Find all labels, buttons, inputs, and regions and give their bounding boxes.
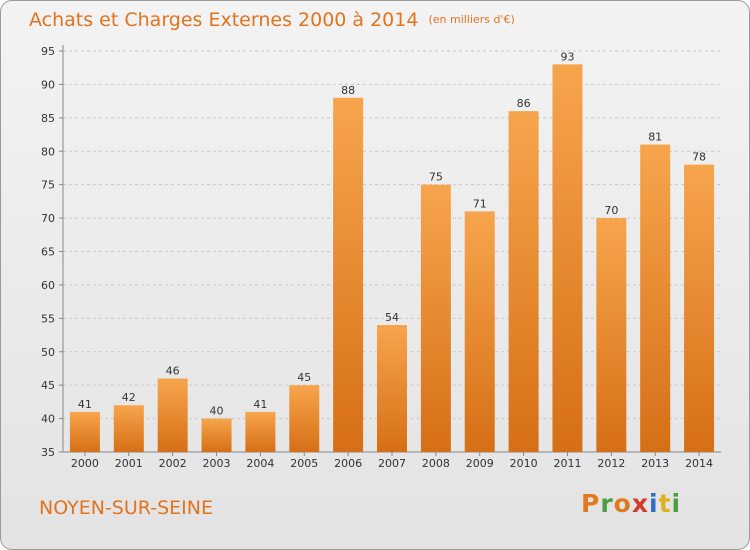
- bar-value-label: 93: [560, 50, 574, 63]
- bar: [684, 164, 715, 452]
- bar: [420, 184, 451, 452]
- logo-letter: r: [600, 489, 614, 518]
- bar: [289, 385, 320, 452]
- x-tick-label: 2013: [641, 457, 669, 470]
- bar: [464, 211, 495, 452]
- bar-value-label: 42: [122, 391, 136, 404]
- y-tick-label: 70: [41, 212, 55, 225]
- bar-value-label: 41: [253, 398, 267, 411]
- bar: [201, 418, 232, 452]
- y-tick-label: 95: [41, 45, 55, 58]
- bar: [333, 97, 364, 453]
- bar: [377, 325, 407, 452]
- x-tick-label: 2012: [597, 457, 625, 470]
- bar: [596, 218, 627, 452]
- x-tick-label: 2008: [422, 457, 450, 470]
- logo-letter: x: [631, 489, 649, 518]
- bar-value-label: 81: [648, 131, 662, 144]
- y-tick-label: 80: [41, 145, 55, 158]
- y-tick-label: 55: [41, 312, 55, 325]
- bar-value-label: 88: [341, 84, 355, 97]
- bar: [552, 64, 583, 452]
- y-tick-label: 75: [41, 179, 55, 192]
- bar-value-label: 75: [429, 171, 443, 184]
- bar-value-label: 70: [604, 204, 618, 217]
- logo-letter: o: [613, 489, 632, 518]
- y-tick-label: 50: [41, 346, 55, 359]
- title-unit: (en milliers d'€): [428, 13, 515, 26]
- bar: [69, 411, 100, 452]
- logo-letter: i: [649, 489, 659, 518]
- y-tick-label: 40: [41, 413, 55, 426]
- x-tick-label: 2004: [246, 457, 274, 470]
- bar: [508, 111, 539, 453]
- y-tick-label: 45: [41, 379, 55, 392]
- bar-value-label: 78: [692, 151, 706, 164]
- city-name: NOYEN-SUR-SEINE: [39, 497, 213, 519]
- y-tick-label: 90: [41, 78, 55, 91]
- x-tick-label: 2000: [71, 457, 99, 470]
- bar: [113, 405, 144, 452]
- bar-value-label: 45: [297, 371, 311, 384]
- y-tick-label: 35: [41, 446, 55, 459]
- bar-value-label: 46: [166, 364, 180, 377]
- logo-letter: i: [671, 489, 682, 518]
- bars: [69, 64, 715, 453]
- x-tick-label: 2014: [685, 457, 713, 470]
- x-tick-label: 2002: [159, 457, 187, 470]
- bar: [157, 378, 188, 452]
- data-labels: 41 42 46 40 41 45 88 54 75 71 86 93 70 81 78: [78, 50, 706, 417]
- logo-letter: t: [658, 489, 672, 518]
- x-tick-label: 2010: [510, 457, 538, 470]
- bar: [640, 144, 671, 453]
- x-tick-label: 2006: [334, 457, 362, 470]
- proxiti-logo: Proxiti: [581, 489, 681, 518]
- bar-value-label: 41: [78, 398, 92, 411]
- title-text: Achats et Charges Externes 2000 à 2014: [29, 9, 419, 31]
- y-tick-label: 85: [41, 112, 55, 125]
- x-tick-label: 2009: [466, 457, 494, 470]
- bar-value-label: 54: [385, 311, 399, 324]
- y-tick-label: 65: [41, 246, 55, 259]
- bar-value-label: 71: [473, 197, 487, 210]
- x-tick-label: 2011: [553, 457, 581, 470]
- axes: 35 40 45 50 55 60 65 70 75 80 85 90 95 2000 2001 2002 20…: [41, 45, 721, 470]
- y-tick-label: 60: [41, 279, 55, 292]
- x-tick-label: 2001: [115, 457, 143, 470]
- x-tick-label: 2005: [290, 457, 318, 470]
- x-tick-label: 2003: [203, 457, 231, 470]
- logo-letter: P: [581, 489, 601, 518]
- bar: [245, 411, 276, 452]
- chart-title: Achats et Charges Externes 2000 à 2014 (e…: [29, 9, 515, 31]
- x-tick-label: 2007: [378, 457, 406, 470]
- bar-value-label: 40: [210, 405, 224, 418]
- bar-value-label: 86: [517, 97, 531, 110]
